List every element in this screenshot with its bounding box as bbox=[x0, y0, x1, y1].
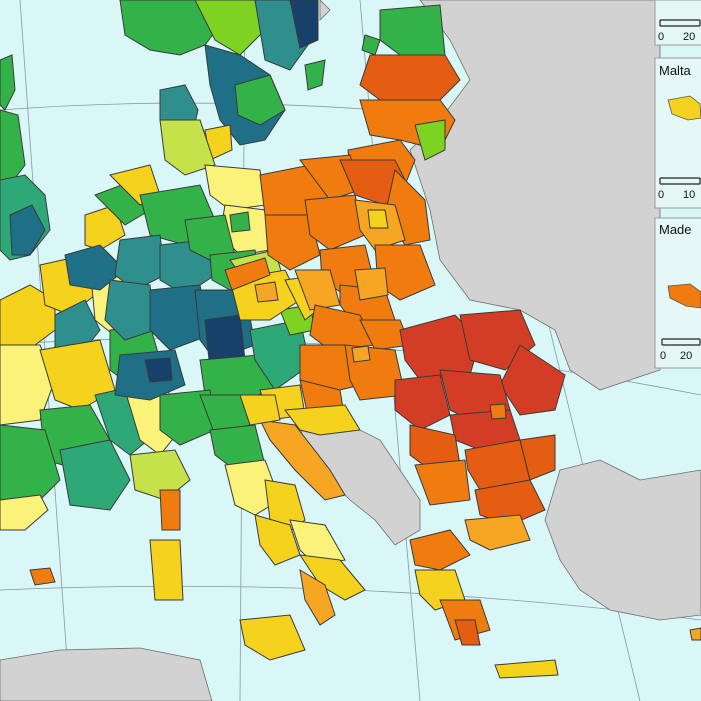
region-tuscany bbox=[224, 459, 281, 516]
region-midi-pyrenees bbox=[59, 439, 131, 511]
region-lazio bbox=[254, 514, 301, 566]
inset-madeira-scale-end: 20 bbox=[680, 350, 692, 362]
region-croatia-north bbox=[284, 404, 361, 436]
inset-panels: 0 20 Malta 0 10 Made 0 20 bbox=[654, 0, 701, 369]
inset-box-malta bbox=[654, 57, 701, 209]
region-croatia-adriatic bbox=[259, 419, 346, 501]
region-corsica bbox=[159, 489, 181, 531]
scale-bar-icon bbox=[659, 177, 701, 185]
region-finland-south bbox=[379, 4, 446, 56]
malta-region bbox=[667, 95, 701, 121]
region-lesser-poland bbox=[354, 267, 389, 301]
region-karlovy-vary bbox=[224, 257, 271, 291]
region-calabria bbox=[299, 569, 336, 626]
inset-malta-label: Malta bbox=[659, 63, 692, 78]
eu-regions bbox=[0, 0, 701, 679]
inset-box-1 bbox=[654, 0, 701, 46]
region-cyprus bbox=[689, 627, 701, 641]
region-pays-de-la-loire bbox=[0, 344, 56, 426]
inset-malta-scale-start: 0 bbox=[658, 189, 664, 201]
region-prague bbox=[254, 281, 279, 303]
region-crete bbox=[494, 659, 559, 679]
region-veneto bbox=[239, 394, 281, 426]
inset-madeira-label: Made bbox=[659, 222, 692, 237]
region-bulgaria-south bbox=[474, 479, 546, 526]
region-aquitaine bbox=[0, 424, 61, 501]
region-london bbox=[9, 204, 46, 256]
region-sardinia bbox=[149, 539, 184, 601]
region-spain-north bbox=[0, 494, 49, 531]
region-romania-southeast bbox=[499, 344, 566, 416]
region-scotland-west bbox=[0, 54, 16, 111]
region-stockholm bbox=[289, 0, 319, 49]
inset-malta-scale-end: 10 bbox=[683, 189, 695, 201]
region-estonia bbox=[359, 54, 461, 101]
region-sweden-west bbox=[194, 0, 266, 56]
scale-bar-icon bbox=[659, 19, 701, 27]
region-peloponnese bbox=[454, 619, 481, 646]
region-thrace bbox=[464, 514, 531, 551]
region-zurich bbox=[144, 357, 173, 383]
region-rhineland bbox=[104, 279, 156, 341]
region-romania-west bbox=[394, 374, 451, 431]
inset-1-scale-end: 20 bbox=[683, 31, 695, 43]
region-bucharest bbox=[489, 403, 507, 420]
region-smaland bbox=[234, 74, 286, 126]
region-northern-england bbox=[0, 109, 26, 186]
region-warsaw bbox=[367, 209, 389, 229]
madeira-region bbox=[667, 283, 701, 309]
region-greece-macedonia bbox=[409, 529, 471, 571]
inset-madeira-scale-start: 0 bbox=[660, 350, 666, 362]
region-bulgaria-northeast bbox=[519, 434, 556, 481]
region-budapest bbox=[351, 345, 371, 363]
region-schleswig-holstein bbox=[159, 119, 216, 176]
region-lubusz bbox=[264, 214, 321, 271]
region-piedmont bbox=[159, 389, 216, 446]
region-berlin bbox=[229, 211, 251, 233]
region-balearic bbox=[29, 567, 56, 586]
region-riga bbox=[414, 119, 446, 161]
region-sicily bbox=[239, 614, 306, 661]
inset-1-scale-start: 0 bbox=[658, 31, 664, 43]
region-baden-wurttemberg bbox=[149, 284, 211, 351]
region-nrw-north bbox=[114, 234, 166, 291]
region-gotland bbox=[304, 59, 326, 91]
scale-bar-icon bbox=[661, 338, 701, 346]
region-kuyavia bbox=[304, 194, 366, 251]
region-bulgaria-northwest bbox=[414, 459, 471, 506]
